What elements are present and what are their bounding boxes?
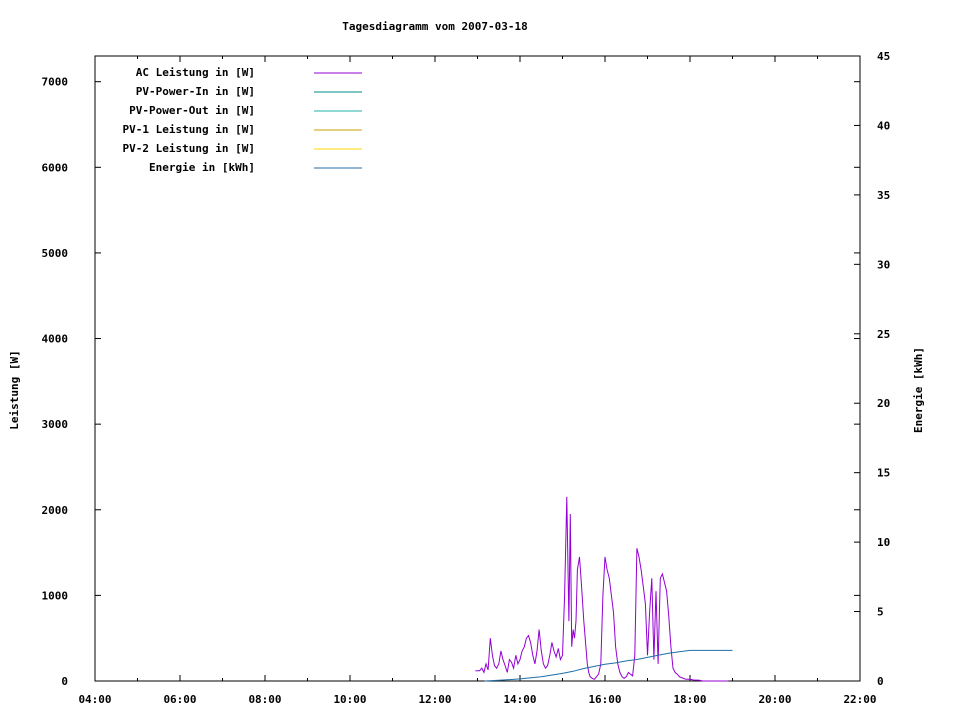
legend-label: Energie in [kWh] [149, 161, 255, 174]
y2-tick-label: 20 [877, 397, 890, 410]
legend-label: PV-Power-In in [W] [136, 85, 255, 98]
x-tick-label: 14:00 [503, 693, 536, 706]
x-tick-label: 10:00 [333, 693, 366, 706]
series-line-5 [484, 649, 733, 682]
series-line-0 [475, 496, 729, 682]
x-axis: 04:00 06:00 08:00 10:00 12:00 14:00 16:00 18:00… [78, 56, 877, 706]
x-tick-label: 08:00 [248, 693, 281, 706]
y-axis-title: Leistung [W] [8, 350, 21, 429]
y-tick-label: 6000 [42, 161, 69, 174]
x-tick-label: 16:00 [588, 693, 621, 706]
y-tick-label: 2000 [42, 504, 69, 517]
y2-tick-label: 15 [877, 467, 890, 480]
y2-tick-label: 35 [877, 189, 890, 202]
x-tick-label: 04:00 [78, 693, 111, 706]
legend-label: PV-2 Leistung in [W] [123, 142, 255, 155]
y2-tick-label: 30 [877, 258, 890, 271]
legend-label: PV-Power-Out in [W] [129, 104, 255, 117]
x-tick-label: 12:00 [418, 693, 451, 706]
y2-tick-label: 45 [877, 50, 890, 63]
series-layer [475, 496, 733, 682]
y2-tick-label: 0 [877, 675, 884, 688]
y2-tick-label: 40 [877, 119, 890, 132]
legend: AC Leistung in [W] PV-Power-In in [W] PV-P… [123, 66, 362, 174]
y-tick-label: 5000 [42, 247, 69, 260]
y2-axis-title: Energie [kWh] [912, 347, 925, 433]
chart-title: Tagesdiagramm vom 2007-03-18 [342, 20, 527, 33]
y-tick-label: 4000 [42, 333, 69, 346]
x-tick-label: 22:00 [843, 693, 876, 706]
x-tick-label: 20:00 [758, 693, 791, 706]
legend-label: PV-1 Leistung in [W] [123, 123, 255, 136]
y-axis-left: 0 1000 2000 3000 4000 5000 6000 7000 [42, 76, 101, 688]
y-tick-label: 3000 [42, 418, 69, 431]
legend-label: AC Leistung in [W] [136, 66, 255, 79]
y-tick-label: 0 [61, 675, 68, 688]
y-tick-label: 1000 [42, 589, 69, 602]
y2-tick-label: 10 [877, 536, 890, 549]
x-tick-label: 06:00 [163, 693, 196, 706]
y2-tick-label: 25 [877, 328, 890, 341]
x-tick-label: 18:00 [673, 693, 706, 706]
y-axis-right: 0 5 10 15 20 25 30 35 40 45 [854, 50, 890, 688]
y2-tick-label: 5 [877, 606, 884, 619]
y-tick-label: 7000 [42, 76, 69, 89]
